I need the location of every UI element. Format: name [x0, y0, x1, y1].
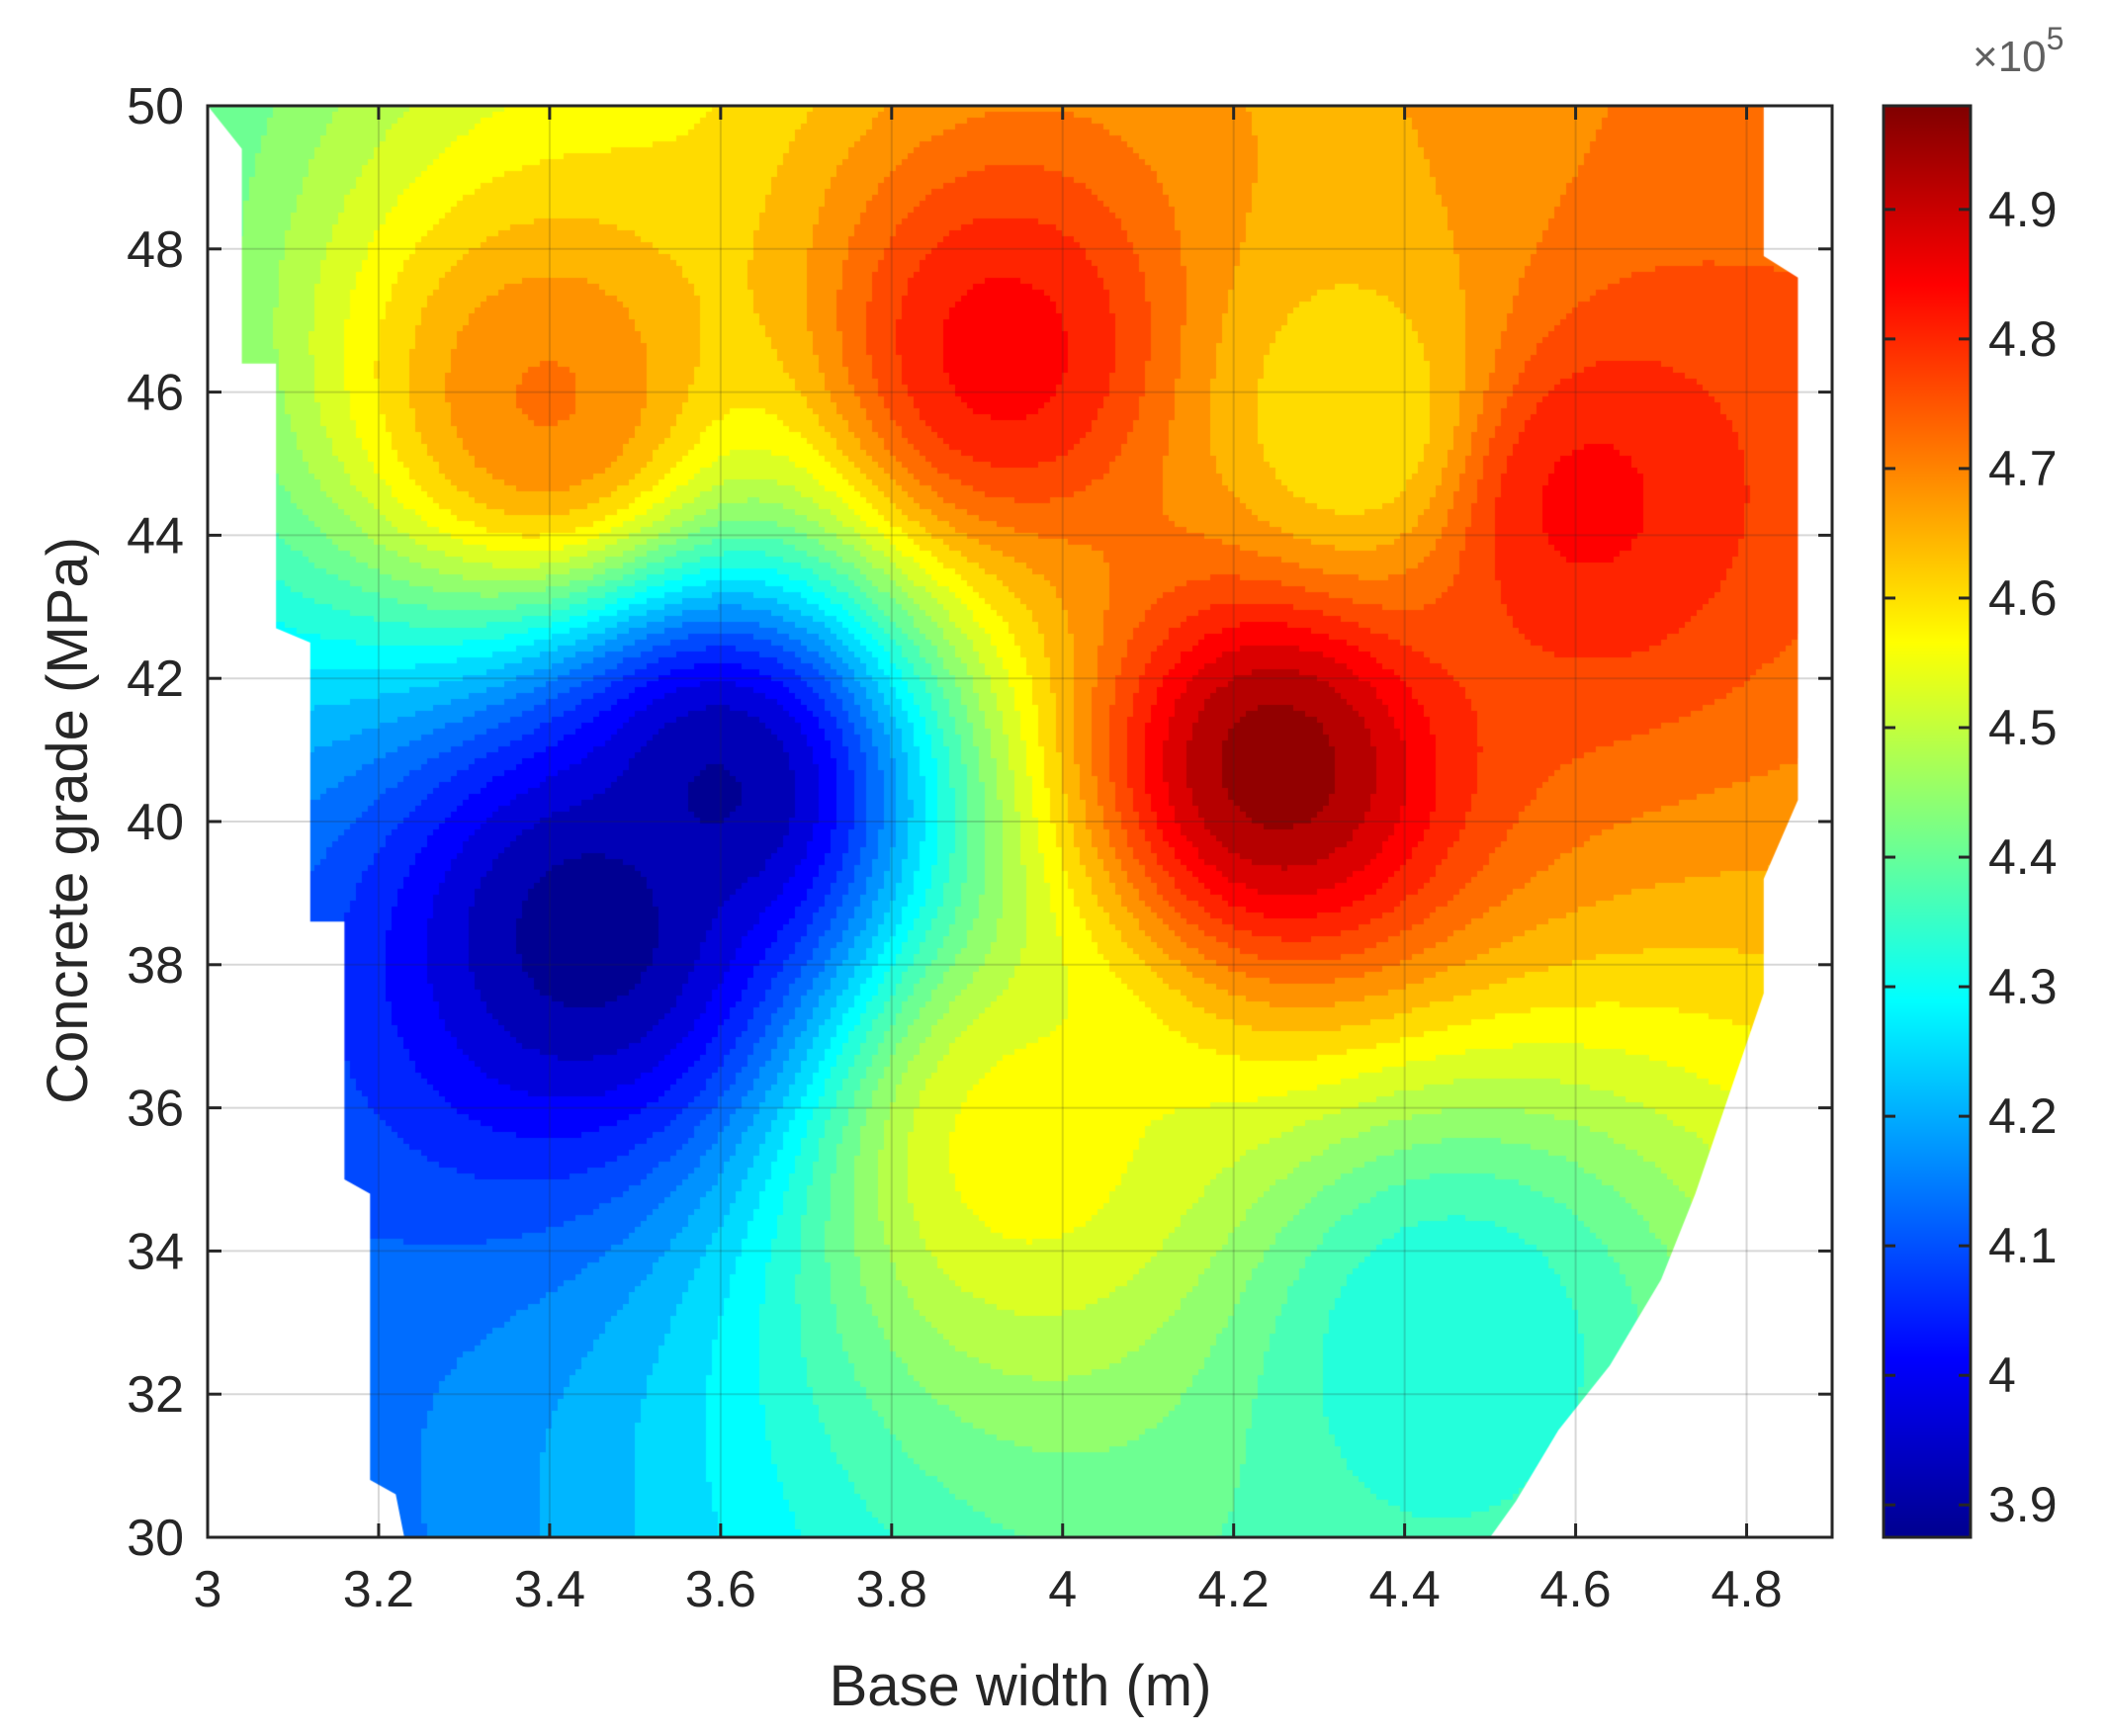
x-tick-label: 3.4 [514, 1561, 585, 1618]
colorbar-tick-label: 4.2 [1988, 1088, 2058, 1144]
y-tick-label: 38 [127, 937, 184, 995]
colorbar-tick-label: 4.7 [1988, 441, 2058, 496]
colorbar-border [1882, 104, 1973, 1539]
y-tick-label: 36 [127, 1081, 184, 1138]
x-tick-label: 3.6 [685, 1561, 756, 1618]
x-axis-label: Base width (m) [830, 1654, 1212, 1718]
y-tick-label: 40 [127, 794, 184, 851]
y-tick-label: 48 [127, 221, 184, 279]
colorbar-tick-label: 4.6 [1988, 570, 2058, 626]
colorbar-ticks: 3.9 4 4.1 4.2 4.3 4.4 4.5 4.6 4.7 4.8 4.9 [1884, 182, 2058, 1532]
y-tick-label: 46 [127, 365, 184, 422]
grid-lines [208, 106, 1832, 1537]
colorbar-tick-label: 4.8 [1988, 311, 2058, 367]
colorbar-tick-label: 4.1 [1988, 1218, 2058, 1273]
y-axis-label: Concrete grade (MPa) [36, 537, 100, 1104]
y-tick-label: 34 [127, 1223, 184, 1280]
colorbar-tick-label: 4.5 [1988, 700, 2058, 755]
y-tick-label: 50 [127, 78, 184, 135]
x-tick-label: 3 [194, 1561, 222, 1618]
y-tick-label: 30 [127, 1510, 184, 1567]
colorbar-tick-label: 4.9 [1988, 182, 2058, 237]
x-axis-ticks: 3 3.2 3.4 3.6 3.8 4 4.2 4.4 4.6 4.8 [194, 106, 1783, 1618]
x-tick-label: 4.4 [1368, 1561, 1440, 1618]
x-tick-label: 4 [1048, 1561, 1077, 1618]
y-tick-label: 44 [127, 507, 184, 564]
colorbar-tick-label: 4.3 [1988, 959, 2058, 1014]
colorbar-multiplier: ×105 [1973, 21, 2063, 81]
colorbar-tick-label: 4 [1988, 1347, 2016, 1403]
colorbar-multiplier-exp: 5 [2047, 21, 2064, 56]
y-axis-ticks: 30 32 34 36 38 40 42 44 46 48 50 [127, 78, 1832, 1567]
x-tick-label: 4.6 [1539, 1561, 1611, 1618]
x-tick-label: 3.8 [856, 1561, 927, 1618]
x-tick-label: 4.2 [1198, 1561, 1270, 1618]
y-tick-label: 42 [127, 651, 184, 708]
x-tick-label: 3.2 [343, 1561, 414, 1618]
colorbar [1884, 106, 1971, 1537]
y-tick-label: 32 [127, 1366, 184, 1424]
colorbar-multiplier-base: ×10 [1973, 33, 2047, 81]
colorbar-tick-label: 3.9 [1988, 1477, 2058, 1532]
x-tick-label: 4.8 [1711, 1561, 1782, 1618]
colorbar-tick-label: 4.4 [1988, 829, 2058, 885]
